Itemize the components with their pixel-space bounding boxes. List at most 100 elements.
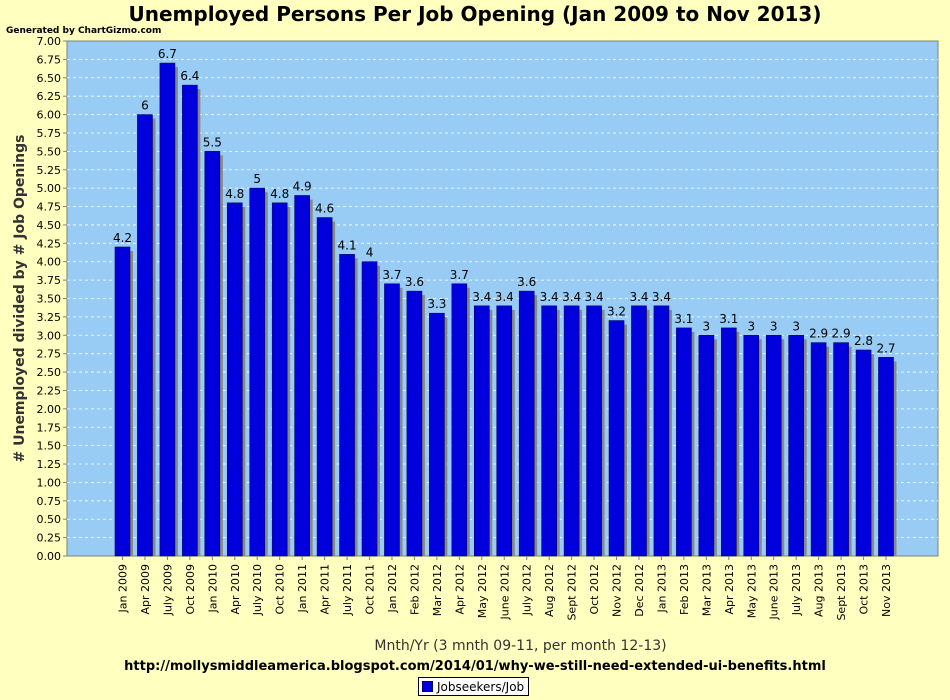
bar-value-label: 3.3	[427, 297, 446, 311]
bar-value-label: 2.9	[809, 327, 828, 341]
y-tick-label: 6.75	[37, 53, 62, 66]
chart-title: Unemployed Persons Per Job Opening (Jan …	[128, 2, 822, 26]
x-tick-label: June 2012	[498, 564, 511, 620]
y-tick-label: 0.00	[37, 550, 62, 563]
bar-value-label: 5	[253, 172, 261, 186]
bar	[451, 283, 468, 557]
bar	[878, 357, 894, 557]
bar-value-label: 3.4	[562, 290, 581, 304]
bar	[429, 312, 445, 557]
x-tick-label: Jan 2012	[386, 564, 399, 613]
bar	[204, 151, 221, 557]
bar-value-label: 6	[141, 99, 149, 113]
bar	[518, 290, 535, 557]
x-tick-label: July 2010	[251, 564, 264, 616]
bar-value-label: 2.8	[854, 334, 873, 348]
y-axis-ticks: 0.00 0.25 0.50 0.75 1.00 1.25 1.50 1.75 2.00 2.25…	[37, 35, 67, 563]
x-tick-label: July 2011	[341, 564, 354, 616]
y-tick-label: 5.25	[37, 164, 62, 177]
y-tick-label: 0.50	[37, 513, 62, 526]
bar	[653, 305, 670, 557]
x-axis-label: Mnth/Yr (3 mnth 09-11, per month 12-13)	[374, 638, 666, 654]
bar-value-label: 5.5	[203, 135, 222, 149]
x-axis-ticks: Jan 2009 Apr 2009 July 2009 Oct 2009 Jan 201…	[117, 556, 893, 621]
bar-value-label: 3.4	[629, 290, 648, 304]
bar	[631, 305, 647, 557]
y-tick-label: 0.25	[37, 532, 62, 545]
bar-value-label: 3.4	[540, 290, 559, 304]
bar	[698, 334, 715, 557]
x-tick-label: May 2012	[476, 564, 489, 618]
y-tick-label: 5.50	[37, 145, 62, 158]
y-tick-label: 5.75	[37, 127, 62, 140]
y-tick-label: 1.25	[37, 458, 62, 471]
y-tick-label: 1.00	[37, 476, 62, 489]
bar	[339, 254, 355, 557]
bar-value-label: 3.4	[472, 290, 491, 304]
bar-value-label: 3.6	[517, 275, 536, 289]
y-tick-label: 3.25	[37, 311, 62, 324]
legend-label: Jobseekers/Job	[437, 679, 525, 694]
bar-value-label: 3.4	[495, 290, 514, 304]
y-tick-label: 3.75	[37, 274, 62, 287]
y-tick-label: 1.75	[37, 421, 62, 434]
bar	[226, 202, 243, 557]
x-tick-label: Oct 2010	[274, 564, 287, 615]
bar-value-label: 6.7	[158, 47, 177, 61]
y-tick-label: 2.75	[37, 348, 62, 361]
bar	[182, 84, 198, 557]
x-tick-label: Apr 2013	[723, 564, 736, 615]
x-tick-label: Jan 2013	[655, 564, 668, 613]
legend-swatch	[422, 681, 433, 692]
bar	[137, 114, 153, 557]
legend: Jobseekers/Job	[418, 677, 530, 696]
bar	[384, 283, 400, 557]
bar	[271, 202, 288, 557]
bar	[316, 217, 333, 557]
source-url: http://mollysmiddleamerica.blogspot.com/…	[124, 659, 826, 674]
x-tick-label: July 2013	[790, 564, 803, 616]
y-tick-label: 6.00	[37, 109, 62, 122]
y-tick-label: 1.50	[37, 440, 62, 453]
data-labels: 4.266.76.45.54.854.84.94.64.143.73.63.33…	[113, 47, 896, 355]
bar	[586, 305, 602, 557]
y-tick-label: 3.00	[37, 329, 62, 342]
x-tick-label: Feb 2013	[678, 564, 691, 615]
y-tick-label: 2.25	[37, 384, 62, 397]
bar-value-label: 4.1	[338, 238, 357, 252]
x-tick-label: Dec 2012	[633, 564, 646, 617]
bar	[541, 305, 557, 557]
x-tick-label: Apr 2011	[319, 564, 332, 615]
y-tick-label: 6.50	[37, 72, 62, 85]
x-tick-label: Apr 2010	[229, 564, 242, 615]
bar	[788, 334, 804, 557]
bar-value-label: 3	[747, 319, 755, 333]
bar-value-label: 3.4	[652, 290, 671, 304]
x-tick-label: Oct 2013	[858, 564, 871, 615]
bar	[361, 261, 378, 557]
x-tick-label: Mar 2013	[700, 564, 713, 616]
bar-value-label: 4.2	[113, 231, 132, 245]
y-tick-label: 6.25	[37, 90, 62, 103]
x-tick-label: Nov 2013	[880, 564, 893, 617]
bar	[833, 342, 849, 557]
bar-value-label: 3.7	[382, 268, 401, 282]
bar-value-label: 4	[366, 246, 374, 260]
bar	[249, 187, 266, 557]
x-tick-label: Oct 2012	[588, 564, 601, 615]
bar-value-label: 3	[792, 319, 800, 333]
bar-value-label: 4.8	[270, 187, 289, 201]
y-tick-label: 4.00	[37, 256, 62, 269]
bar	[496, 305, 513, 557]
y-tick-label: 0.75	[37, 495, 62, 508]
x-tick-label: Feb 2012	[408, 564, 421, 615]
bar	[114, 246, 131, 557]
y-tick-label: 2.50	[37, 366, 62, 379]
bar-value-label: 3.4	[585, 290, 604, 304]
bar-value-label: 3.7	[450, 268, 469, 282]
x-tick-label: Apr 2009	[139, 564, 152, 615]
bar	[473, 305, 490, 557]
x-tick-label: Oct 2011	[364, 564, 377, 615]
x-tick-label: Mar 2012	[431, 564, 444, 616]
